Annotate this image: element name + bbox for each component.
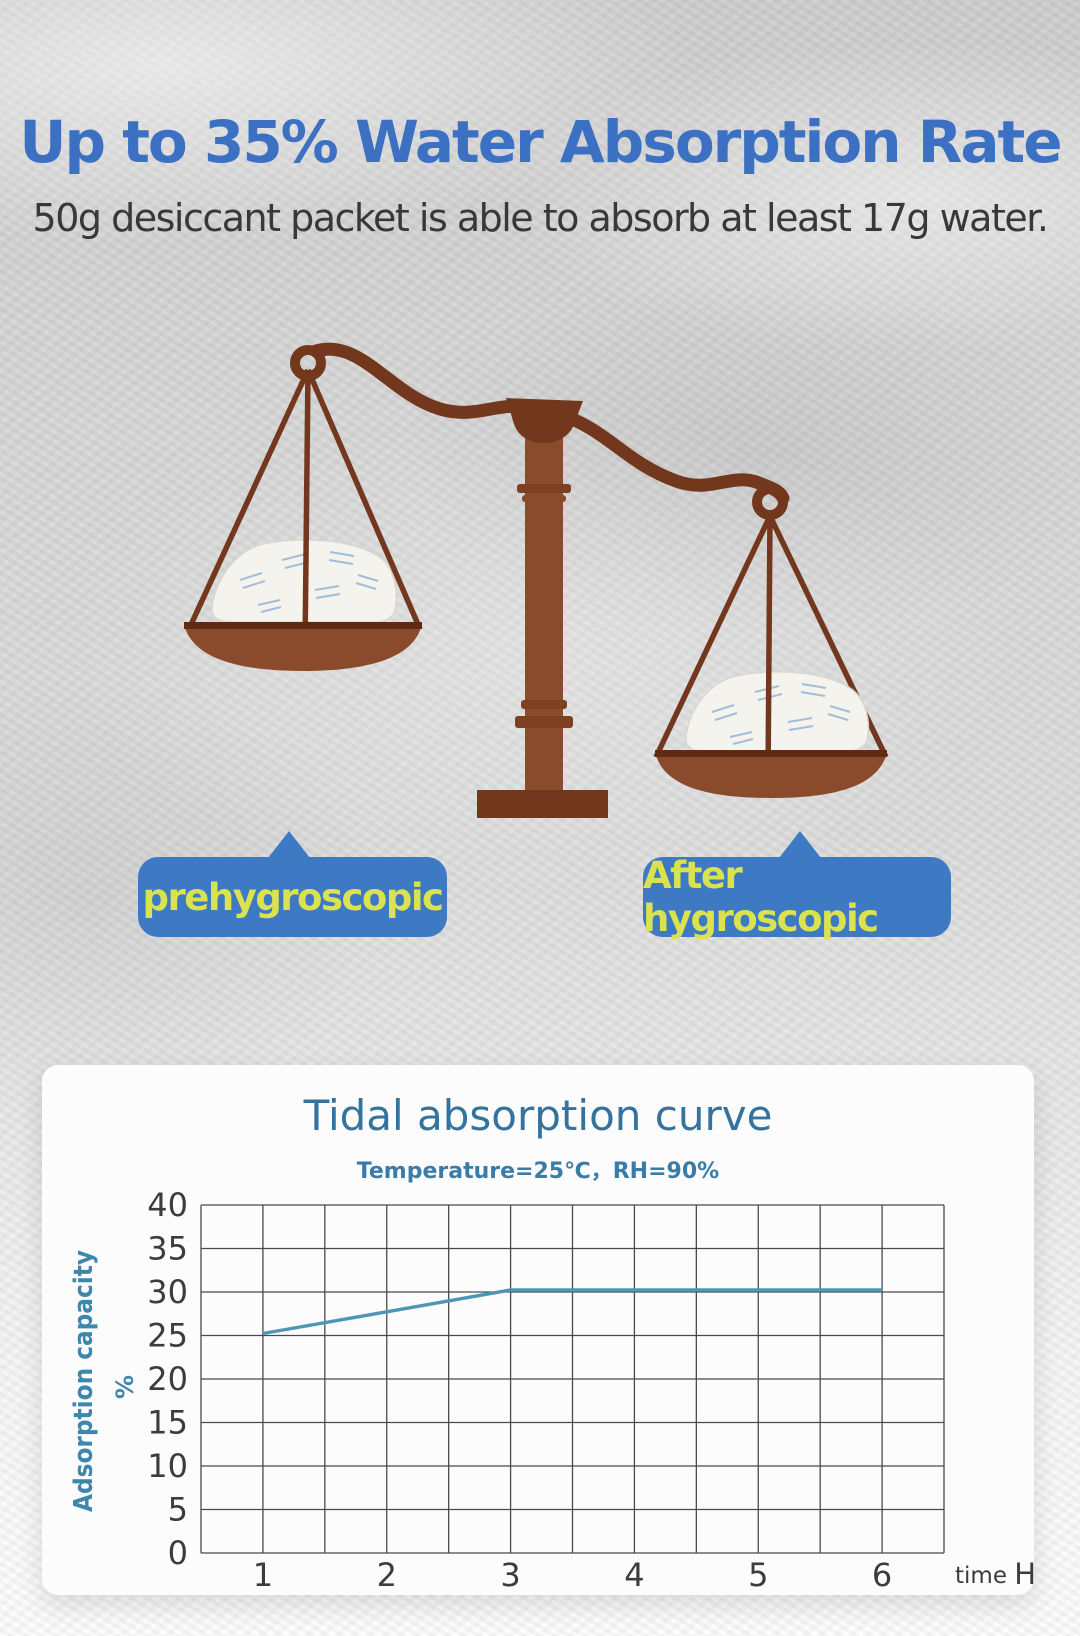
- page-title: Up to 35% Water Absorption Rate: [19, 108, 1062, 176]
- y-axis-label: Adsorption capacity: [69, 1250, 99, 1512]
- gridlines: [200, 1204, 945, 1554]
- chart-title: Tidal absorption curve: [303, 1091, 773, 1140]
- scale-base: [477, 790, 608, 818]
- bubble-pointer: [779, 831, 821, 858]
- chart-panel: Tidal absorption curve Temperature=25℃，R…: [42, 1065, 1034, 1595]
- svg-text:30: 30: [147, 1273, 188, 1311]
- absorption-curve: [262, 1288, 883, 1336]
- balance-beam: [290, 342, 790, 520]
- svg-text:15: 15: [147, 1404, 188, 1442]
- svg-text:10: 10: [147, 1447, 188, 1485]
- right-pan-assembly: [653, 514, 889, 798]
- left-pan-assembly: [184, 368, 423, 671]
- svg-text:35: 35: [147, 1230, 188, 1268]
- packet-print: [239, 551, 379, 613]
- right-pan: [655, 752, 887, 798]
- svg-text:25: 25: [147, 1317, 188, 1355]
- x-tick-labels: 1 2 3 4 5 6: [253, 1556, 893, 1594]
- page-subtitle: 50g desiccant packet is able to absorb a…: [32, 196, 1049, 240]
- label-bubble-after-hygroscopic: After hygroscopic: [643, 831, 951, 940]
- balance-scale-illustration: [184, 342, 889, 818]
- scale-post: [477, 398, 608, 818]
- bubble-label: prehygroscopic: [142, 875, 444, 919]
- bubble-pointer: [268, 831, 310, 858]
- chart-subtitle: Temperature=25℃，RH=90%: [356, 1159, 720, 1184]
- label-bubble-prehygroscopic: prehygroscopic: [138, 831, 447, 937]
- svg-text:2: 2: [377, 1556, 397, 1594]
- svg-text:40: 40: [147, 1186, 188, 1224]
- absorption-curve-chart: 0 5 10 15 20 25 30 35 40 1 2 3 4 5 6 Adsorption capacit…: [69, 1186, 1034, 1594]
- packet-print: [711, 683, 851, 745]
- svg-text:1: 1: [253, 1556, 273, 1594]
- y-axis-unit: %: [111, 1375, 139, 1399]
- bubble-label: After hygroscopic: [643, 854, 879, 940]
- y-tick-labels: 0 5 10 15 20 25 30 35 40: [147, 1186, 188, 1572]
- x-axis-label: time H: [955, 1557, 1034, 1591]
- svg-text:20: 20: [147, 1360, 188, 1398]
- svg-text:0: 0: [168, 1534, 188, 1572]
- svg-text:5: 5: [748, 1556, 768, 1594]
- svg-text:4: 4: [624, 1556, 644, 1594]
- right-hook-icon: [752, 484, 788, 520]
- left-pan: [184, 624, 422, 671]
- svg-text:3: 3: [500, 1556, 520, 1594]
- svg-text:6: 6: [872, 1556, 892, 1594]
- svg-text:5: 5: [168, 1491, 188, 1529]
